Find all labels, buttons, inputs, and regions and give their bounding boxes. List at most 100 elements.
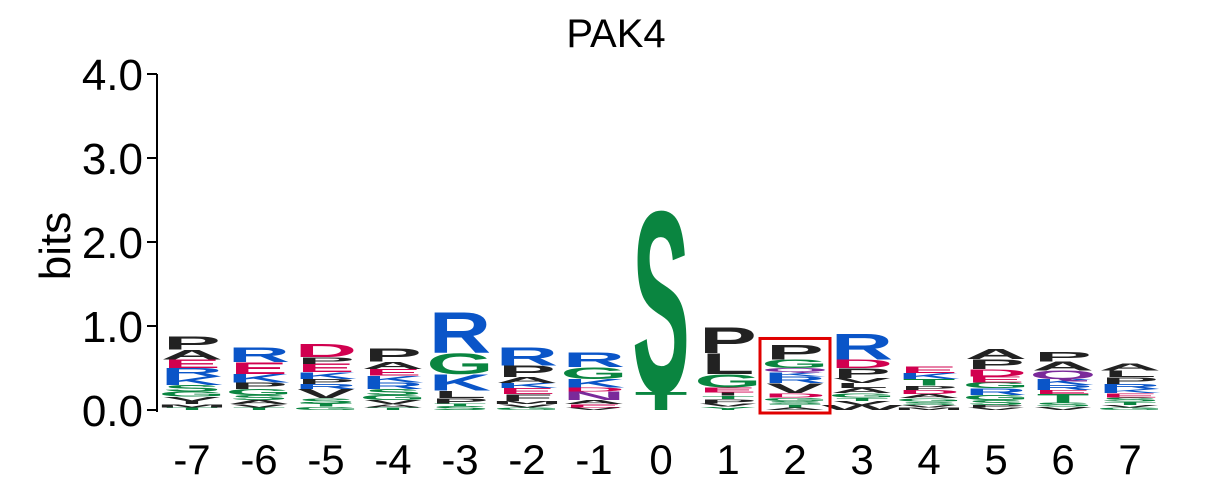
logo-letter: P [967, 356, 1024, 372]
logo-letter: L [434, 389, 487, 401]
logo-letter: P [364, 345, 421, 366]
logo-letter: A [1099, 361, 1161, 373]
logo-letter: E [297, 362, 354, 375]
y-tick-label: 0.0 [82, 387, 143, 436]
logo-letter: G [494, 407, 561, 411]
logo-letter: T [1104, 401, 1157, 406]
logo-letter: R [161, 366, 223, 379]
logo-letter: R [1099, 383, 1161, 391]
logo-letter: P [699, 320, 756, 362]
logo-letter: P [297, 355, 354, 365]
logo-letter: P [1101, 376, 1158, 386]
logo-letter: V [833, 400, 891, 406]
logo-letter: S [297, 397, 354, 405]
logo-letter: V [900, 404, 958, 408]
logo-letter: R [362, 381, 424, 391]
y-tick-label: 1.0 [82, 303, 143, 352]
logo-letter: I [180, 400, 204, 405]
logo-letter: G [762, 397, 829, 402]
x-position-label: -2 [508, 436, 545, 483]
logo-letter: M [156, 403, 228, 408]
logo-letter: S [1034, 401, 1091, 407]
logo-letter: D [965, 367, 1027, 379]
x-position-labels: -7 -6 -5 -4 -3 -2 -1 0 1 2 3 4 5 6 7 [173, 436, 1141, 483]
logo-letter: A [161, 347, 223, 363]
logo-letter: G [293, 406, 360, 411]
x-position-label: -7 [173, 436, 210, 483]
logo-letter: T [233, 407, 286, 411]
logo-letter: I [716, 392, 740, 397]
logo-letter: F [501, 392, 554, 402]
logo-letter: T [635, 387, 688, 416]
y-ticks: 0.0 1.0 2.0 3.0 4.0 [82, 51, 157, 436]
logo-letter: S [1101, 396, 1158, 402]
logo-letter: V [163, 396, 221, 402]
logo-letter: G [963, 394, 1030, 402]
logo-letter: T [1037, 392, 1090, 405]
logo-letter: T [434, 403, 487, 407]
x-position-label: -1 [575, 436, 612, 483]
y-tick-label: 4.0 [82, 51, 143, 100]
logo-letter: E [498, 387, 555, 396]
logo-letter: S [163, 383, 220, 393]
logo-letter: V [297, 387, 354, 401]
logo-letter: A [965, 345, 1027, 362]
x-position-label: -6 [240, 436, 277, 483]
logo-letter: S [431, 405, 488, 411]
logo-letter: D [563, 386, 625, 392]
logo-letter: L [836, 382, 889, 390]
logo-letter: K [295, 371, 357, 381]
x-position-label: 4 [917, 436, 940, 483]
logo-letter: A [1032, 359, 1094, 373]
logo-letter: G [896, 397, 963, 402]
logo-letter: G [159, 390, 226, 398]
logo-letter: A [496, 376, 558, 385]
logo-letter: T [367, 407, 420, 411]
logo-letter: R [496, 342, 558, 371]
logo-letter: T [769, 403, 822, 408]
logo-letter: T [166, 407, 219, 411]
logo-letter: S [364, 388, 421, 397]
x-position-label: -3 [441, 436, 478, 483]
logo-letter: R [429, 300, 491, 366]
logo-letter: N [563, 389, 625, 402]
logo-letter: R [295, 383, 357, 391]
logo-letter: S [766, 400, 823, 405]
x-position-label: 2 [783, 436, 806, 483]
logo-letter: P [431, 397, 488, 405]
logo-letter: V [699, 402, 757, 407]
logo-letter: V [833, 377, 891, 385]
logo-letter: L [702, 348, 755, 381]
logo-letter: P [498, 363, 555, 381]
logo-letter: G [829, 392, 896, 398]
x-position-label: 7 [1118, 436, 1141, 483]
logo-letter: V [230, 403, 288, 408]
logo-letter: P [833, 366, 890, 382]
x-position-label: 3 [850, 436, 873, 483]
logo-letter: V [1101, 404, 1159, 408]
logo-letter: A [563, 399, 625, 405]
logo-letter: G [561, 364, 628, 382]
logo-letter: A [831, 387, 893, 395]
logo-letter: M [491, 400, 563, 405]
x-position-label: 1 [716, 436, 739, 483]
logo-letter: G [695, 371, 762, 392]
logo-letter: P [163, 333, 220, 354]
logo-letter: E [565, 403, 622, 408]
logo-letter: K [161, 374, 223, 387]
logo-letter: V [766, 381, 823, 397]
logo-letter: R [831, 326, 893, 368]
logo-letter: T [836, 397, 889, 402]
logo-letter: K [496, 382, 558, 390]
logo-letter: T [903, 377, 956, 387]
logo-letter: D [295, 341, 357, 362]
x-position-label: 5 [984, 436, 1007, 483]
logo-letter: P [766, 341, 823, 364]
logo-letter: E [900, 365, 957, 375]
logo-letter: G [963, 381, 1030, 390]
logo-letter: Y [699, 406, 756, 411]
x-position-label: 6 [1051, 436, 1074, 483]
logo-letter: T [702, 395, 755, 400]
x-position-label: -5 [307, 436, 344, 483]
logo-letter: P [297, 378, 354, 386]
